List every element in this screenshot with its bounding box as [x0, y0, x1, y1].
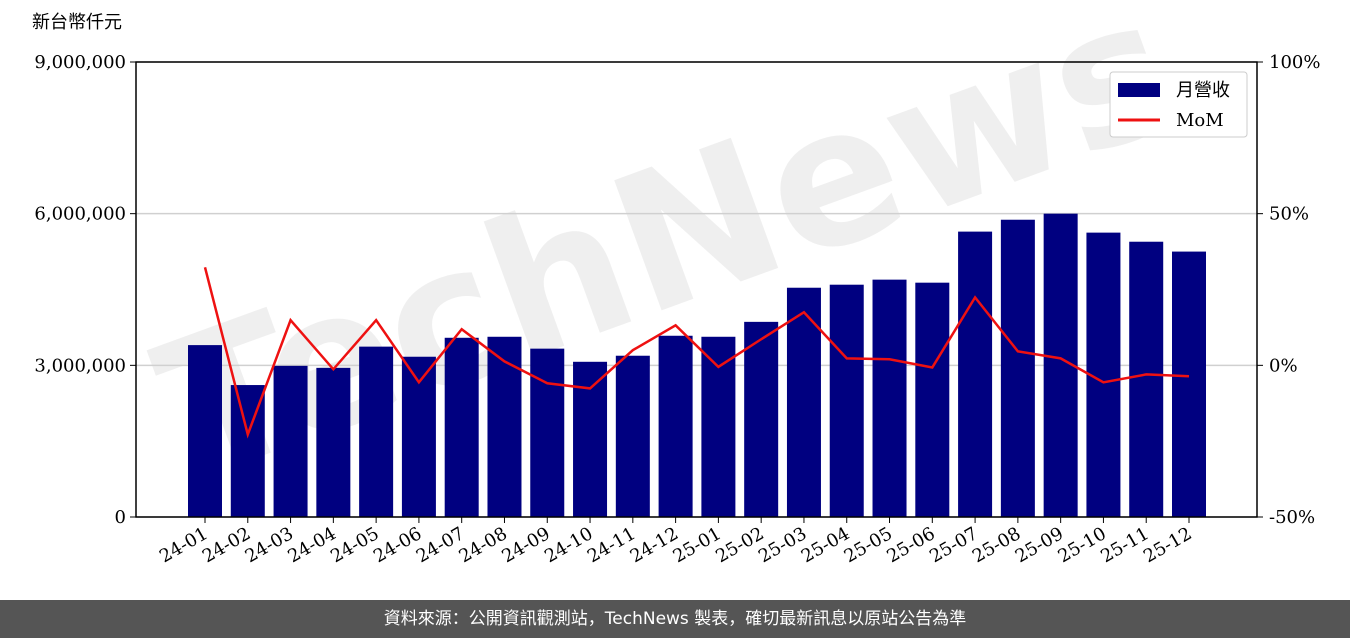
x-tick-label: 24-09 — [498, 523, 553, 567]
x-tick-label: 24-06 — [370, 523, 425, 567]
bar — [1129, 241, 1164, 517]
x-tick-label: 25-05 — [841, 523, 896, 567]
bar — [658, 335, 693, 517]
x-tick-label: 25-11 — [1097, 523, 1152, 567]
legend-label: 月營收 — [1176, 80, 1230, 101]
y-tick-label: 3,000,000 — [34, 355, 126, 376]
bar — [1000, 219, 1035, 517]
bar — [872, 279, 907, 517]
bar — [744, 321, 779, 517]
x-tick-label: 24-12 — [627, 523, 682, 567]
y2-tick-label: 0% — [1269, 355, 1298, 376]
x-tick-label: 24-03 — [242, 523, 297, 567]
bar — [573, 361, 608, 517]
bar — [444, 337, 479, 517]
legend-label: MoM — [1176, 110, 1224, 131]
bar — [701, 336, 736, 517]
x-tick-label: 25-06 — [883, 523, 938, 567]
x-tick-label: 24-04 — [284, 523, 339, 567]
bar — [1172, 251, 1206, 518]
bar — [188, 345, 222, 517]
x-tick-label: 24-01 — [156, 523, 211, 567]
y2-tick-label: -50% — [1269, 507, 1315, 528]
bar — [273, 365, 308, 517]
bar — [829, 284, 864, 517]
x-tick-label: 25-02 — [712, 523, 767, 567]
bar — [359, 346, 394, 517]
y2-tick-label: 100% — [1269, 52, 1320, 73]
x-tick-label: 25-07 — [926, 523, 981, 567]
unit-label: 新台幣仟元 — [32, 12, 122, 33]
bar — [530, 348, 565, 517]
x-tick-label: 25-03 — [755, 523, 810, 567]
bar — [316, 367, 351, 517]
x-tick-label: 25-04 — [798, 523, 853, 567]
plot-frame — [135, 61, 1258, 518]
source-note: 資料來源：公開資訊觀測站，TechNews 製表，確切最新訊息以原站公告為準 — [0, 600, 1350, 638]
x-tick-label: 24-10 — [541, 523, 596, 567]
x-tick-label: 25-01 — [669, 523, 724, 567]
legend-swatch — [1118, 83, 1160, 97]
x-tick-label: 25-12 — [1140, 523, 1195, 567]
bar — [915, 282, 950, 517]
y-tick-label: 6,000,000 — [34, 204, 126, 225]
x-tick-label: 25-08 — [969, 523, 1024, 567]
x-tick-label: 24-08 — [456, 523, 511, 567]
x-tick-label: 25-10 — [1054, 523, 1109, 567]
bar — [615, 355, 650, 517]
chart: 新台幣仟元 TechNews 03,000,0006,000,0009,000,… — [32, 0, 1320, 567]
y-tick-label: 0 — [115, 507, 126, 528]
y2-tick-label: 50% — [1269, 204, 1309, 225]
bar — [958, 231, 993, 517]
x-tick-label: 24-11 — [584, 523, 639, 567]
x-tick-label: 24-02 — [199, 523, 254, 567]
x-tick-label: 24-05 — [327, 523, 382, 567]
x-tick-label: 24-07 — [413, 523, 468, 567]
bar — [786, 287, 821, 517]
y-tick-label: 9,000,000 — [34, 52, 126, 73]
bar — [487, 336, 522, 517]
x-tick-label: 25-09 — [1012, 523, 1067, 567]
mom-line — [203, 267, 1190, 439]
